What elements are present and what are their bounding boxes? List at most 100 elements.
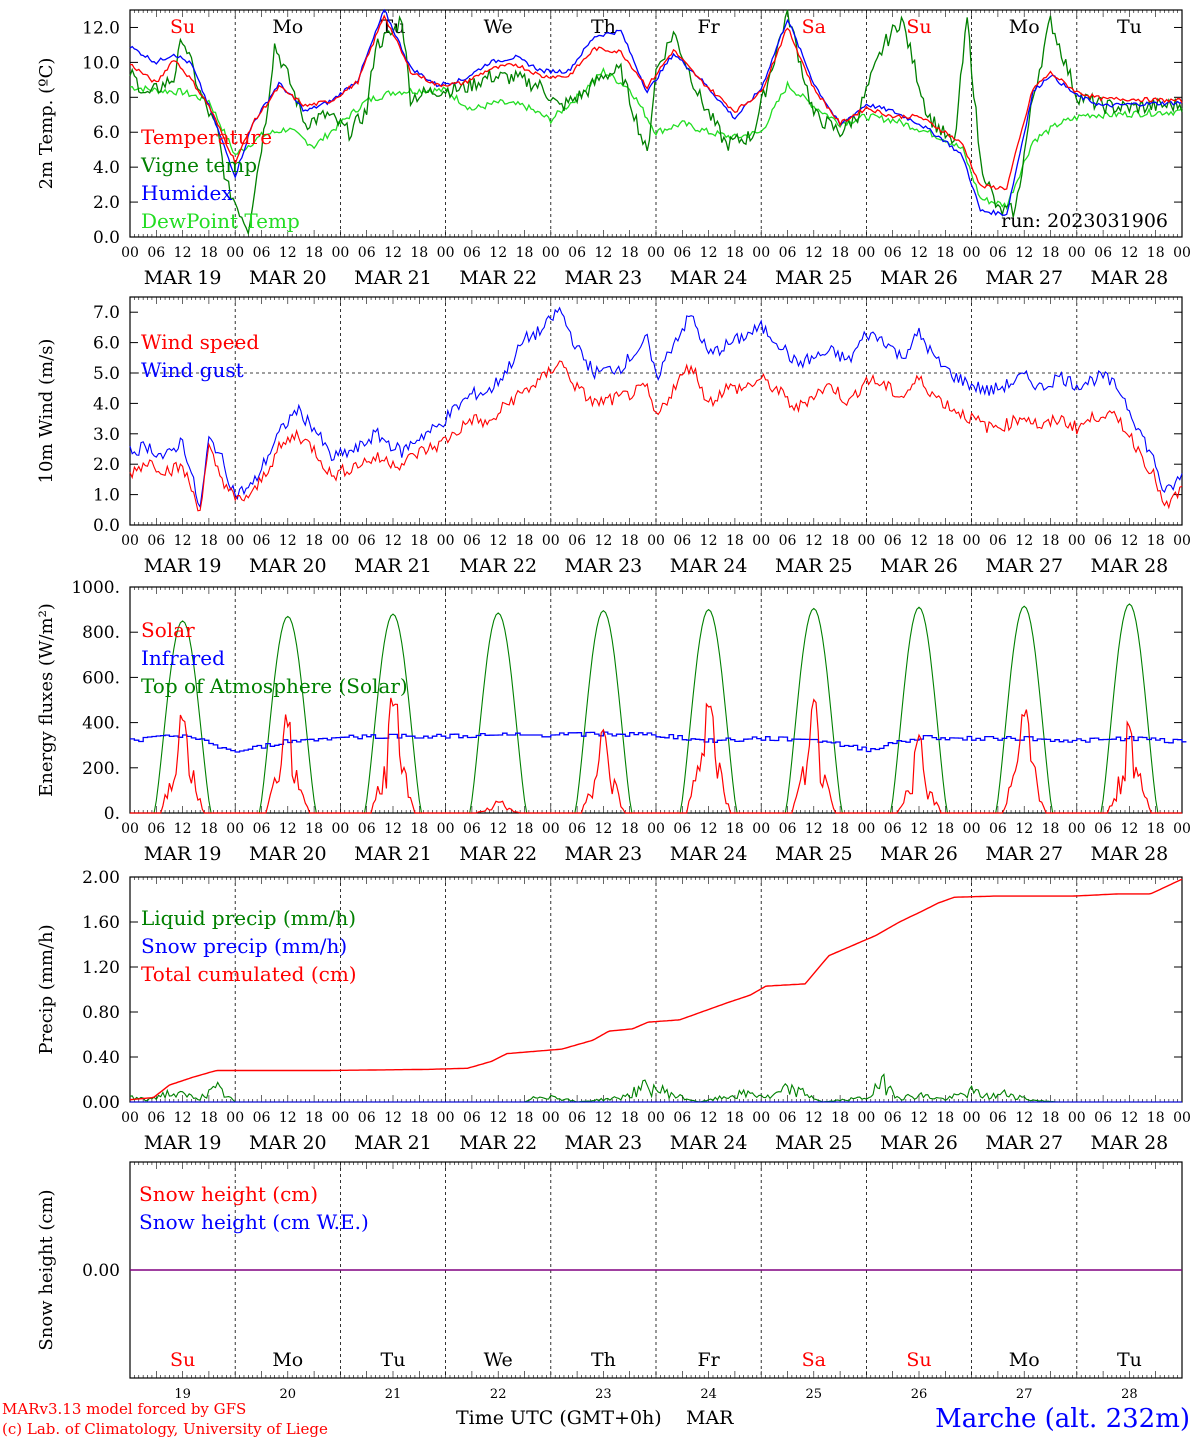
hour-tick-label: 00 [963, 821, 981, 837]
hour-tick-label: 12 [1120, 1110, 1138, 1126]
y-axis-label: Precip (mm/h) [36, 924, 57, 1054]
hour-tick-label: 00 [963, 533, 981, 549]
hour-tick-label: 00 [121, 245, 139, 261]
y-tick-label: 5.0 [93, 364, 120, 384]
y-axis-label: 2m Temp. (ºC) [36, 58, 57, 190]
hour-tick-label: 06 [673, 245, 691, 261]
hour-tick-label: 06 [1094, 533, 1112, 549]
date-label: MAR 19 [144, 555, 222, 577]
date-label: MAR 25 [775, 843, 853, 865]
hour-tick-label: 18 [305, 1110, 323, 1126]
legend-snow-precip-mm-h: Snow precip (mm/h) [141, 934, 347, 958]
hour-tick-label: 00 [542, 533, 560, 549]
hour-tick-label: 18 [410, 245, 428, 261]
date-label: MAR 27 [985, 843, 1063, 865]
day-abbr-bottom: Tu [381, 1349, 406, 1371]
hour-tick-label: 12 [174, 821, 192, 837]
hour-tick-label: 12 [279, 1110, 297, 1126]
hour-tick-label: 00 [647, 1110, 665, 1126]
date-label: MAR 26 [880, 267, 958, 289]
hour-tick-label: 00 [1068, 533, 1086, 549]
date-label: MAR 24 [670, 843, 748, 865]
y-tick-label: 0.0 [93, 516, 120, 536]
y-axis-label: Snow height (cm) [36, 1189, 57, 1350]
date-label: MAR 23 [565, 1132, 643, 1154]
day-abbr-bottom: We [484, 1349, 513, 1371]
hour-tick-label: 00 [331, 533, 349, 549]
hour-tick-label: 00 [437, 245, 455, 261]
date-label: MAR 23 [565, 843, 643, 865]
hour-tick-label: 18 [516, 821, 534, 837]
hour-tick-label: 06 [147, 1110, 165, 1126]
date-label: MAR 24 [670, 267, 748, 289]
panel-2-frame [129, 296, 1183, 526]
model-credit: MARv3.13 model forced by GFS [2, 1400, 246, 1418]
day-abbr-top: Su [170, 16, 195, 38]
hour-tick-label: 06 [463, 1110, 481, 1126]
hour-tick-label: 18 [305, 245, 323, 261]
hour-tick-label: 00 [857, 245, 875, 261]
date-label: MAR 22 [459, 267, 537, 289]
line-infrared [130, 731, 1187, 753]
hour-tick-label: 00 [647, 821, 665, 837]
hour-tick-label: 06 [673, 1110, 691, 1126]
hour-tick-label: 12 [279, 821, 297, 837]
date-label: MAR 25 [775, 1132, 853, 1154]
date-label: MAR 21 [354, 843, 432, 865]
date-label: MAR 24 [670, 555, 748, 577]
hour-tick-label: 12 [805, 245, 823, 261]
hour-tick-label: 06 [1094, 821, 1112, 837]
panel-1-frame [129, 9, 1183, 238]
hour-tick-label: 12 [1015, 1110, 1033, 1126]
hour-tick-label: 18 [621, 1110, 639, 1126]
hour-tick-label: 18 [516, 1110, 534, 1126]
y-tick-label: 1000. [71, 578, 120, 598]
hour-tick-label: 06 [147, 821, 165, 837]
hour-tick-label: 18 [1042, 533, 1060, 549]
day-abbr-bottom: Fr [697, 1349, 720, 1371]
y-tick-label: 10.0 [82, 53, 120, 73]
hour-tick-label: 12 [910, 1110, 928, 1126]
hour-tick-label: 06 [358, 533, 376, 549]
line-temperature [129, 14, 1183, 191]
hour-tick-label: 00 [1173, 245, 1191, 261]
date-label: MAR 25 [775, 555, 853, 577]
date-label: MAR 26 [880, 1132, 958, 1154]
hour-tick-label: 12 [1015, 821, 1033, 837]
hour-tick-label: 06 [568, 1110, 586, 1126]
day-number: 19 [174, 1387, 191, 1402]
date-label: MAR 20 [249, 1132, 327, 1154]
hour-tick-label: 18 [621, 821, 639, 837]
hour-tick-label: 06 [989, 245, 1007, 261]
hour-tick-label: 06 [358, 245, 376, 261]
y-axis-label: Energy fluxes (W/m²) [36, 603, 57, 797]
hour-tick-label: 18 [305, 533, 323, 549]
legend-snow-height-cm: Snow height (cm) [139, 1182, 318, 1206]
hour-tick-label: 00 [647, 533, 665, 549]
legend-total-cumulated-cm: Total cumulated (cm) [141, 962, 357, 986]
day-abbr-top: Mo [1009, 16, 1040, 38]
hour-tick-label: 12 [910, 533, 928, 549]
hour-tick-label: 06 [779, 821, 797, 837]
hour-tick-label: 00 [437, 821, 455, 837]
hour-tick-label: 00 [226, 1110, 244, 1126]
hour-tick-label: 12 [1120, 821, 1138, 837]
hour-tick-label: 12 [384, 245, 402, 261]
hour-tick-label: 12 [174, 1110, 192, 1126]
hour-tick-label: 12 [700, 1110, 718, 1126]
hour-tick-label: 18 [1042, 1110, 1060, 1126]
hour-tick-label: 12 [384, 1110, 402, 1126]
y-tick-label: 400. [82, 714, 120, 734]
hour-tick-label: 18 [621, 533, 639, 549]
line-total-cumulated [129, 878, 1183, 1101]
hour-tick-label: 06 [1094, 245, 1112, 261]
hour-tick-label: 12 [1120, 533, 1138, 549]
hour-tick-label: 12 [489, 1110, 507, 1126]
legend-wind-speed: Wind speed [141, 330, 259, 354]
hour-tick-label: 06 [253, 533, 271, 549]
day-number: 21 [385, 1387, 402, 1402]
hour-tick-label: 12 [910, 245, 928, 261]
panel-3-frame [129, 586, 1183, 814]
date-label: MAR 21 [354, 555, 432, 577]
